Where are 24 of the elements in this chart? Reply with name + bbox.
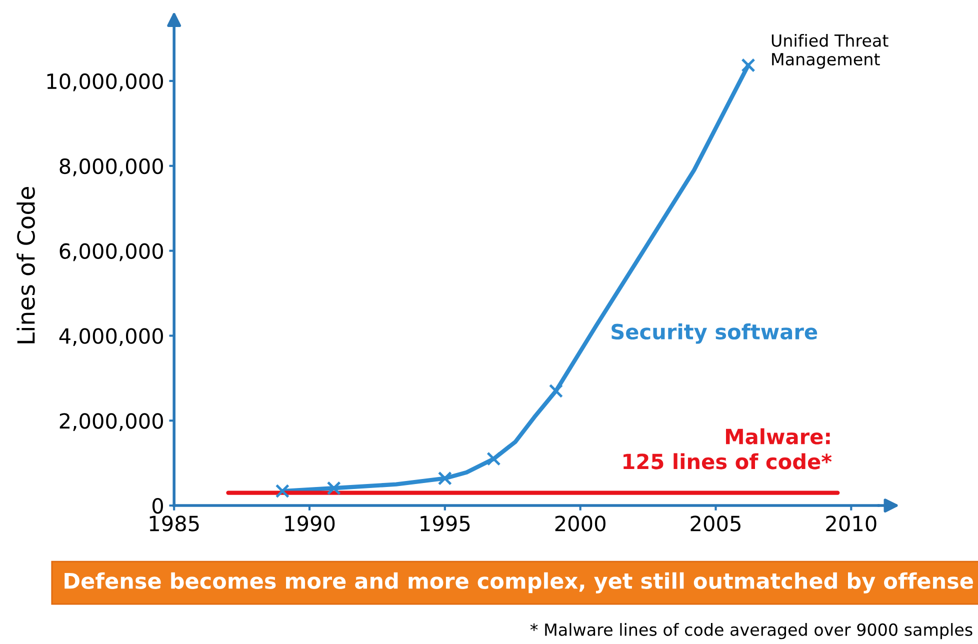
y-axis-title: Lines of Code (16, 187, 35, 344)
x-tick-label: 1990 (285, 516, 335, 532)
y-tick-label: 6,000,000 (60, 243, 163, 262)
x-tick-label: 2000 (555, 516, 606, 532)
x-tick-label: 2005 (690, 516, 740, 532)
point (741, 58, 756, 72)
text: * Malware lines of code averaged over 9000 samples (530, 623, 972, 640)
y-tick-label: 8,000,000 (60, 158, 163, 176)
series-label: Security software (612, 323, 818, 344)
annotation: Unified Threat Management (772, 34, 888, 69)
point (486, 452, 501, 466)
point (275, 484, 290, 498)
text: Defense becomes more and more complex, yet still outmatched by offense (64, 572, 973, 594)
y-tick-label: 2,000,000 (60, 413, 163, 431)
annotation: Malware: 125 lines of code* (624, 428, 832, 470)
y-tick-label: 10,000,000 (47, 73, 163, 92)
x-tick-label: 1995 (420, 516, 470, 532)
y-tick-label: 4,000,000 (59, 328, 163, 346)
x-tick-label: 1985 (150, 516, 199, 532)
x-tick-label: 2010 (826, 516, 876, 532)
point (326, 481, 341, 496)
point (548, 384, 564, 398)
y-tick-label: 0 (152, 498, 163, 514)
point (438, 471, 452, 486)
